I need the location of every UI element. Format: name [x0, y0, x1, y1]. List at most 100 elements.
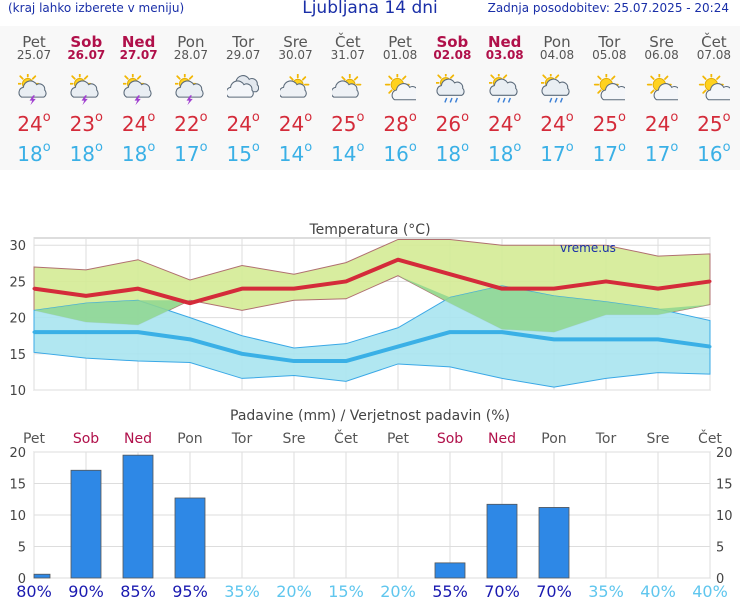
forecast-day: Sre 30.07 24o 14o — [270, 26, 322, 170]
temperature-y-tick: 25 — [9, 275, 26, 290]
top-bar: (kraj lahko izberete v meniju) Ljubljana… — [0, 0, 740, 20]
temp-min: 17o — [540, 140, 574, 166]
precipitation-y-tick-left: 0 — [18, 572, 26, 587]
precipitation-probability: 20% — [276, 582, 312, 600]
temp-max: 22o — [174, 110, 208, 136]
max-temp-point — [604, 279, 608, 283]
forecast-day: Ned 03.08 24o 18o — [479, 26, 531, 170]
precipitation-day-label: Čet — [698, 429, 722, 447]
temp-max: 24o — [487, 110, 522, 136]
temp-max: 24o — [278, 110, 313, 136]
temp-min: 17o — [592, 140, 626, 166]
location-hint[interactable]: (kraj lahko izberete v meniju) — [8, 1, 185, 15]
precipitation-y-tick-left: 5 — [18, 541, 26, 556]
temp-max: 24o — [17, 110, 51, 136]
temp-min: 18o — [69, 140, 103, 166]
precipitation-probability: 35% — [588, 582, 624, 600]
forecast-day: Čet 31.07 25o 14o — [322, 26, 374, 170]
thunderstorm-sun-icon — [122, 74, 152, 106]
temperature-y-tick: 30 — [9, 239, 26, 254]
temp-max: 25o — [697, 110, 731, 136]
forecast-day: Sre 06.08 24o 17o — [636, 26, 688, 170]
min-temp-line — [34, 330, 711, 364]
temp-range-overlap-band — [34, 275, 710, 333]
max-temp-point — [500, 287, 504, 291]
partly-cloudy-icon — [331, 74, 362, 98]
day-date: 06.08 — [644, 48, 679, 62]
precipitation-probability: 15% — [328, 582, 364, 600]
day-date: 02.08 — [433, 48, 472, 62]
precipitation-bar — [434, 562, 466, 579]
day-date: 28.07 — [173, 48, 209, 62]
thunderstorm-sun-icon — [18, 74, 47, 106]
precipitation-probability: 70% — [484, 582, 520, 600]
precipitation-y-tick-right: 20 — [716, 446, 733, 461]
precipitation-bar — [486, 503, 518, 579]
temp-max: 24o — [121, 110, 156, 136]
precipitation-probability: 55% — [432, 582, 468, 600]
forecast-day: Sob 02.08 26o 18o — [426, 26, 478, 170]
mostly-sunny-icon — [698, 74, 730, 101]
precipitation-y-tick-left: 15 — [9, 478, 26, 493]
forecast-day: Tor 05.08 25o 17o — [583, 26, 635, 170]
day-date: 30.07 — [278, 48, 313, 62]
precipitation-day-label: Tor — [231, 431, 253, 447]
page-title: Ljubljana 14 dni — [302, 0, 438, 18]
precipitation-bar — [70, 469, 102, 579]
precipitation-bar — [122, 454, 154, 579]
min-temp-point — [136, 330, 140, 334]
max-temp-point — [344, 279, 348, 283]
precipitation-chart-title: Padavine (mm) / Verjetnost padavin (%) — [230, 408, 510, 424]
day-name: Sre — [649, 33, 674, 51]
max-temp-point — [708, 279, 712, 283]
temp-max: 26o — [435, 110, 470, 136]
day-name: Tor — [598, 33, 621, 51]
min-temp-point — [656, 337, 660, 341]
thunderstorm-sun-icon — [70, 74, 99, 106]
precipitation-day-label: Ned — [488, 431, 516, 447]
temp-min: 18o — [17, 140, 51, 166]
forecast-day: Tor 29.07 24o 15o — [217, 26, 269, 170]
mostly-sunny-icon — [646, 74, 678, 101]
temp-min: 14o — [278, 140, 313, 166]
max-temp-point — [292, 287, 296, 291]
precipitation-y-tick-left: 20 — [9, 446, 26, 461]
max-temp-point — [656, 287, 660, 291]
day-name: Pet — [22, 33, 46, 51]
temp-min: 16o — [697, 140, 731, 166]
precipitation-y-tick-right: 5 — [716, 541, 724, 556]
min-temp-point — [552, 337, 556, 341]
max-temp-point — [396, 258, 400, 262]
precipitation-probability: 70% — [536, 582, 572, 600]
day-date: 07.08 — [696, 48, 732, 62]
watermark: vreme.us — [560, 241, 616, 255]
daily-forecast-strip: Pet 25.07 24o 18o Sob 26.07 23o 18o Ned 27.07 24o 1… — [0, 26, 740, 170]
thunderstorm-sun-icon — [174, 74, 204, 106]
min-temp-point — [240, 352, 244, 356]
precipitation-day-label: Pon — [177, 431, 202, 447]
rain-sun-icon — [436, 74, 465, 103]
min-temp-point — [500, 330, 504, 334]
day-date: 25.07 — [16, 48, 52, 62]
day-name: Ned — [487, 33, 522, 51]
max-temp-point — [240, 287, 244, 291]
precipitation-probability: 40% — [640, 582, 676, 600]
forecast-day: Ned 27.07 24o 18o — [113, 26, 165, 170]
day-date: 26.07 — [67, 48, 106, 62]
day-name: Sre — [283, 33, 308, 51]
temperature-chart-title: Temperatura (°C) — [308, 222, 430, 238]
temp-min: 17o — [174, 140, 208, 166]
day-name: Sob — [70, 33, 103, 51]
temp-min: 18o — [487, 140, 522, 166]
forecast-day: Pon 04.08 24o 17o — [531, 26, 583, 170]
temp-max: 28o — [383, 110, 417, 136]
min-temp-point — [32, 330, 36, 334]
day-date: 29.07 — [226, 48, 261, 62]
cloudy-icon — [227, 75, 260, 98]
min-temp-point — [344, 359, 348, 363]
day-name: Čet — [335, 33, 361, 51]
precipitation-day-label: Sre — [647, 431, 670, 447]
day-date: 04.08 — [539, 48, 575, 62]
day-name: Čet — [701, 33, 727, 51]
max-temp-line — [33, 257, 711, 306]
